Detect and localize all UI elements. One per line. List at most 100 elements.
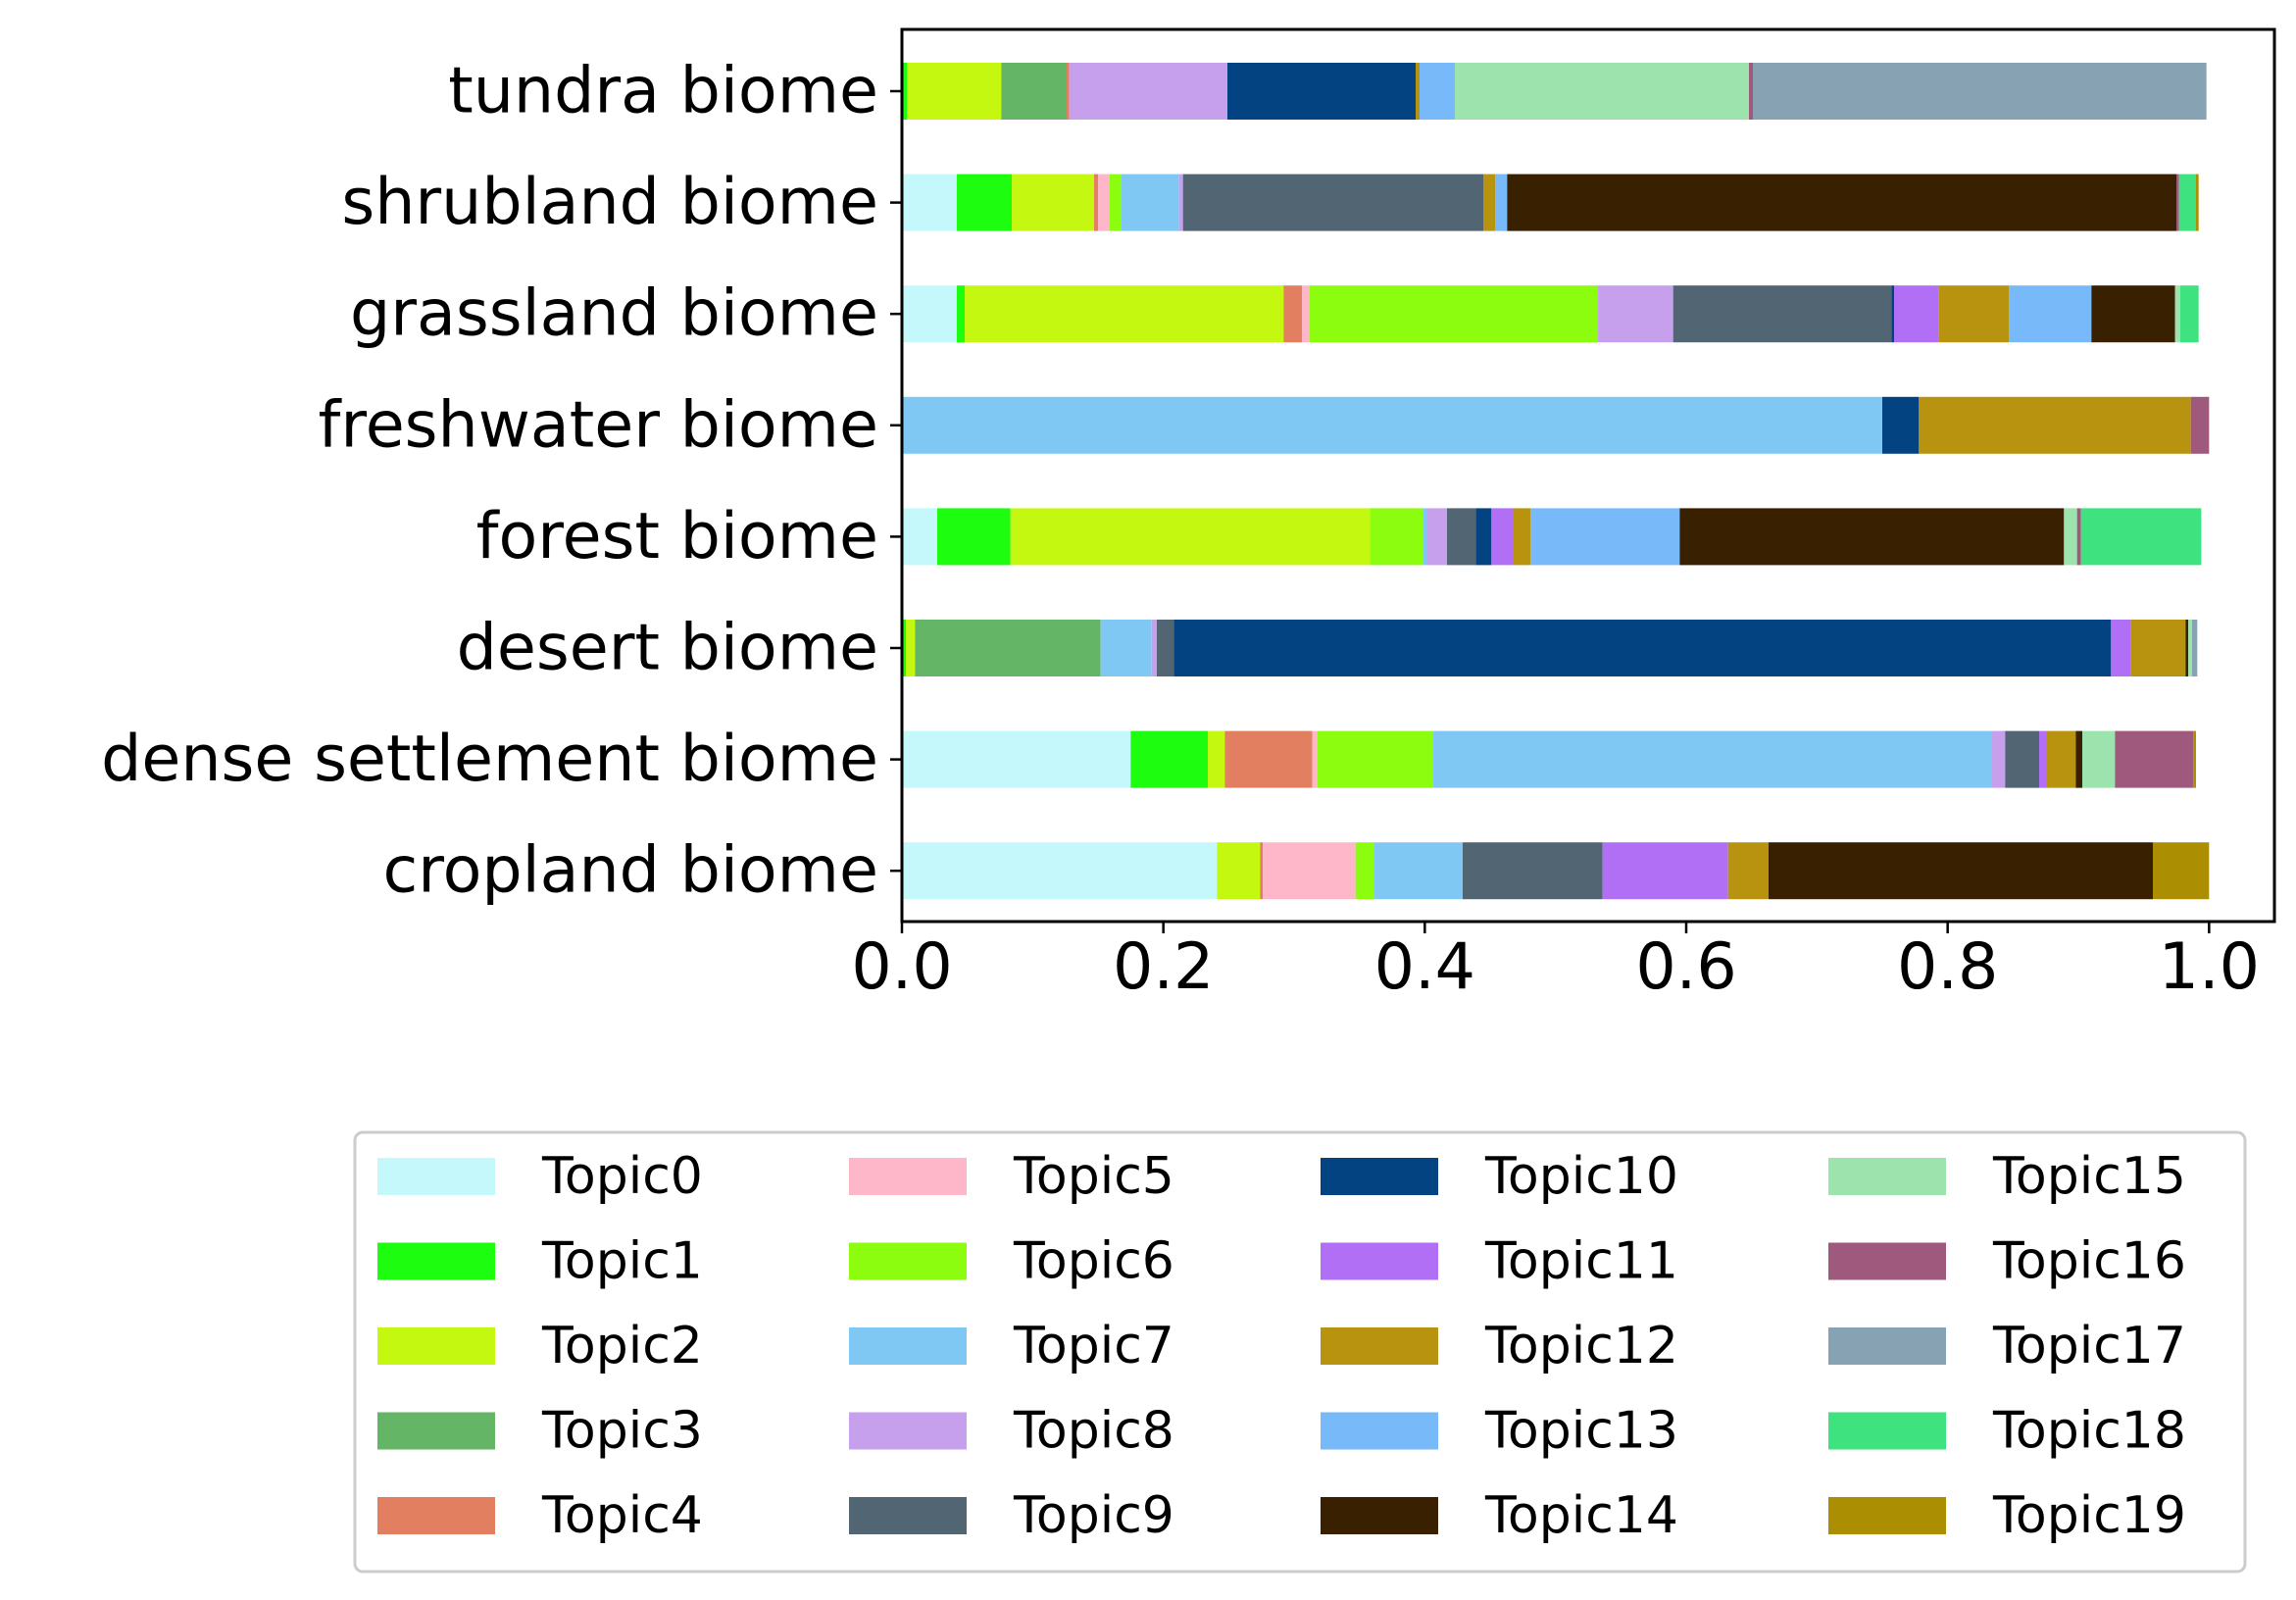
bar-segment xyxy=(2076,508,2081,566)
bar-segment xyxy=(1432,730,1992,788)
bar-segment xyxy=(902,842,1218,900)
bar-segment xyxy=(2192,620,2198,676)
legend-label: Topic13 xyxy=(1484,1402,1678,1461)
bar-segment xyxy=(1208,730,1225,788)
legend-swatch xyxy=(1828,1412,1946,1450)
bar-segment xyxy=(1891,285,1894,343)
bar-segment xyxy=(2188,620,2192,676)
legend-label: Topic10 xyxy=(1484,1147,1678,1206)
bar-segment xyxy=(1769,842,2153,900)
legend-label: Topic18 xyxy=(1992,1402,2186,1461)
legend-swatch xyxy=(377,1327,495,1365)
bar-segment xyxy=(1355,842,1374,900)
bar-segment xyxy=(1263,842,1356,900)
plot-frame xyxy=(900,27,2276,924)
bar-segment xyxy=(1894,285,1939,343)
legend-swatch xyxy=(1321,1327,1438,1365)
bar-segment xyxy=(1992,730,2006,788)
bar-segment xyxy=(1463,842,1603,900)
bar-segment xyxy=(1495,174,1508,231)
x-tick-label: 0.2 xyxy=(1113,930,1214,1004)
bar-segment xyxy=(1602,842,1728,900)
legend-label: Topic8 xyxy=(1013,1402,1174,1461)
bar-segment xyxy=(1507,174,2176,231)
bar-segment xyxy=(957,174,1012,231)
bar-segment xyxy=(1318,730,1433,788)
bar-segment xyxy=(1182,174,1484,231)
legend-label: Topic0 xyxy=(541,1147,703,1206)
x-tick-label: 0.4 xyxy=(1374,930,1475,1004)
bar-segment xyxy=(1882,396,1920,454)
bar-segment xyxy=(1727,842,1769,900)
bar-segment xyxy=(907,63,1002,120)
bar-segment xyxy=(2153,842,2210,900)
bar-segment xyxy=(2130,620,2186,676)
legend-swatch xyxy=(377,1497,495,1534)
legend-label: Topic7 xyxy=(1013,1317,1174,1375)
bar-segment xyxy=(1749,63,1753,120)
y-tick-label: dense settlement biome xyxy=(101,723,878,796)
bar-segment xyxy=(902,63,908,120)
x-tick-label: 0.8 xyxy=(1897,930,1998,1004)
legend-swatch xyxy=(849,1327,967,1365)
legend-label: Topic19 xyxy=(1992,1486,2186,1545)
bar-segment xyxy=(2111,620,2131,676)
bar-segment xyxy=(1001,63,1067,120)
legend-label: Topic12 xyxy=(1484,1317,1678,1375)
bar-segment xyxy=(915,620,1101,676)
bar-segment xyxy=(2196,174,2199,231)
bar-segment xyxy=(957,285,965,343)
bar-segment xyxy=(1173,620,2112,676)
bar-segment xyxy=(1483,174,1496,231)
legend-swatch xyxy=(377,1242,495,1280)
bar-segment xyxy=(2115,730,2194,788)
legend-label: Topic15 xyxy=(1992,1147,2186,1206)
bar-segment xyxy=(1753,63,2207,120)
bar-segment xyxy=(906,620,916,676)
bar-segment xyxy=(1427,508,1447,566)
bar-segment xyxy=(1597,285,1673,343)
legend-label: Topic16 xyxy=(1992,1232,2186,1291)
y-tick-label: desert biome xyxy=(457,612,878,685)
legend: Topic0 Topic1 Topic2 Topic3 Topic4 Topic5 Topi… xyxy=(353,1130,2247,1574)
legend-label: Topic3 xyxy=(541,1402,703,1461)
x-axis: 0.0 0.2 0.4 0.6 0.8 1.0 xyxy=(851,922,2260,1004)
bar-segment xyxy=(1217,842,1261,900)
bar-segment xyxy=(2193,730,2196,788)
y-tick-label: cropland biome xyxy=(383,834,878,908)
bar-segment xyxy=(2064,508,2077,566)
legend-label: Topic6 xyxy=(1013,1232,1174,1291)
legend-swatch xyxy=(1828,1327,1946,1365)
legend-swatch xyxy=(1321,1242,1438,1280)
bar-segment xyxy=(1130,730,1208,788)
bar-segment xyxy=(1514,508,1531,566)
bar-segment xyxy=(2080,508,2202,566)
bar-segment xyxy=(2009,285,2092,343)
bar-segment xyxy=(1475,508,1492,566)
bar-segment xyxy=(902,285,957,343)
legend-label: Topic9 xyxy=(1013,1486,1174,1545)
x-tick-label: 0.0 xyxy=(851,930,952,1004)
bar-segment xyxy=(1672,285,1892,343)
y-tick-label: freshwater biome xyxy=(319,388,878,462)
bar-segment xyxy=(1416,63,1420,120)
bar-segment xyxy=(2178,174,2196,231)
bar-segment xyxy=(1679,508,2065,566)
bar-segment xyxy=(1067,63,1070,120)
y-tick-label: tundra biome xyxy=(448,55,878,128)
legend-swatch xyxy=(1828,1242,1946,1280)
legend-swatch xyxy=(1321,1412,1438,1450)
bar-segment xyxy=(1447,508,1476,566)
bar-segment xyxy=(1151,620,1157,676)
legend-swatch xyxy=(1828,1158,1946,1195)
bar-segment xyxy=(1938,285,2010,343)
bar-segment xyxy=(1283,285,1302,343)
bar-segment xyxy=(1491,508,1514,566)
legend-swatch xyxy=(849,1412,967,1450)
bar-segment xyxy=(1098,174,1110,231)
bar-segment xyxy=(2190,396,2210,454)
bar-segment xyxy=(1012,174,1094,231)
bars-layer xyxy=(902,63,2210,900)
bar-segment xyxy=(2091,285,2175,343)
bar-segment xyxy=(1157,620,1174,676)
